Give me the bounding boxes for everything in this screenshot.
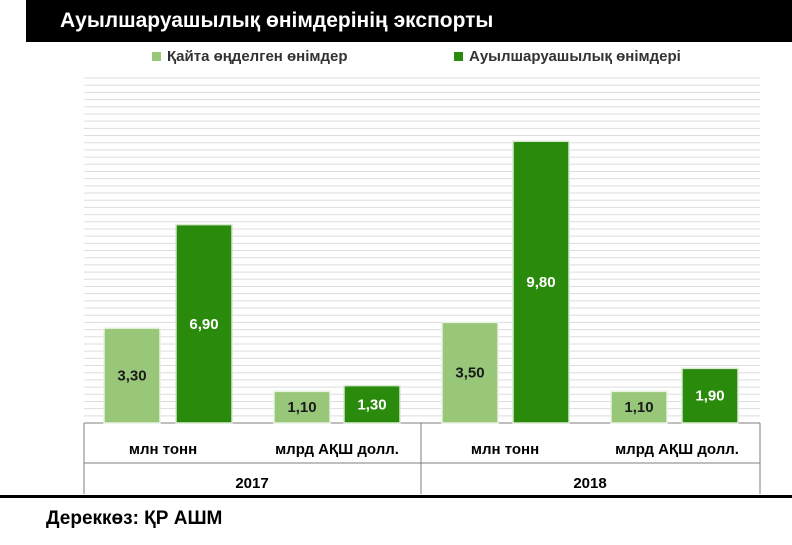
legend-label-agricultural: Ауылшаруашылық өнімдері	[469, 48, 681, 65]
bar-agricultural	[681, 367, 739, 424]
legend-swatch-agricultural	[454, 52, 463, 61]
bar-processed	[273, 390, 331, 424]
data-label-processed: 3,30	[117, 368, 146, 385]
chart-title: Ауылшаруашылық өнімдерінің экспорты	[26, 0, 792, 42]
source-note: Дереккөз: ҚР АШМ	[46, 508, 223, 529]
data-label-agricultural: 1,30	[357, 396, 386, 413]
data-label-processed: 1,10	[624, 399, 653, 416]
legend-label-processed: Қайта өңделген өнімдер	[167, 48, 348, 65]
category-label: млрд АҚШ долл.	[615, 441, 739, 458]
bar-processed	[103, 327, 161, 424]
category-label: млрд АҚШ долл.	[275, 441, 399, 458]
legend-item-agricultural: Ауылшаруашылық өнімдері	[454, 48, 681, 65]
data-label-agricultural: 9,80	[526, 274, 555, 291]
category-label: млн тонн	[129, 441, 197, 458]
year-label: 2017	[235, 475, 268, 492]
bar-processed	[441, 321, 499, 424]
category-label: млн тонн	[471, 441, 539, 458]
year-label: 2018	[573, 475, 606, 492]
source-divider	[0, 495, 792, 498]
legend-item-processed: Қайта өңделген өнімдер	[152, 48, 348, 65]
data-label-processed: 1,10	[287, 399, 316, 416]
legend-swatch-processed	[152, 52, 161, 61]
data-label-agricultural: 6,90	[189, 316, 218, 333]
bar-agricultural	[175, 223, 233, 424]
bar-agricultural	[512, 140, 570, 424]
data-label-agricultural: 1,90	[695, 388, 724, 405]
bar-chart: 3,30 1,10 3,50 1,10 6,90 1,30 9,80 1,90 млн тонн…	[83, 77, 761, 494]
bar-processed	[610, 390, 668, 424]
legend: Қайта өңделген өнімдер Ауылшаруашылық өн…	[0, 48, 792, 70]
bar-agricultural	[343, 384, 401, 424]
data-label-processed: 3,50	[455, 365, 484, 382]
